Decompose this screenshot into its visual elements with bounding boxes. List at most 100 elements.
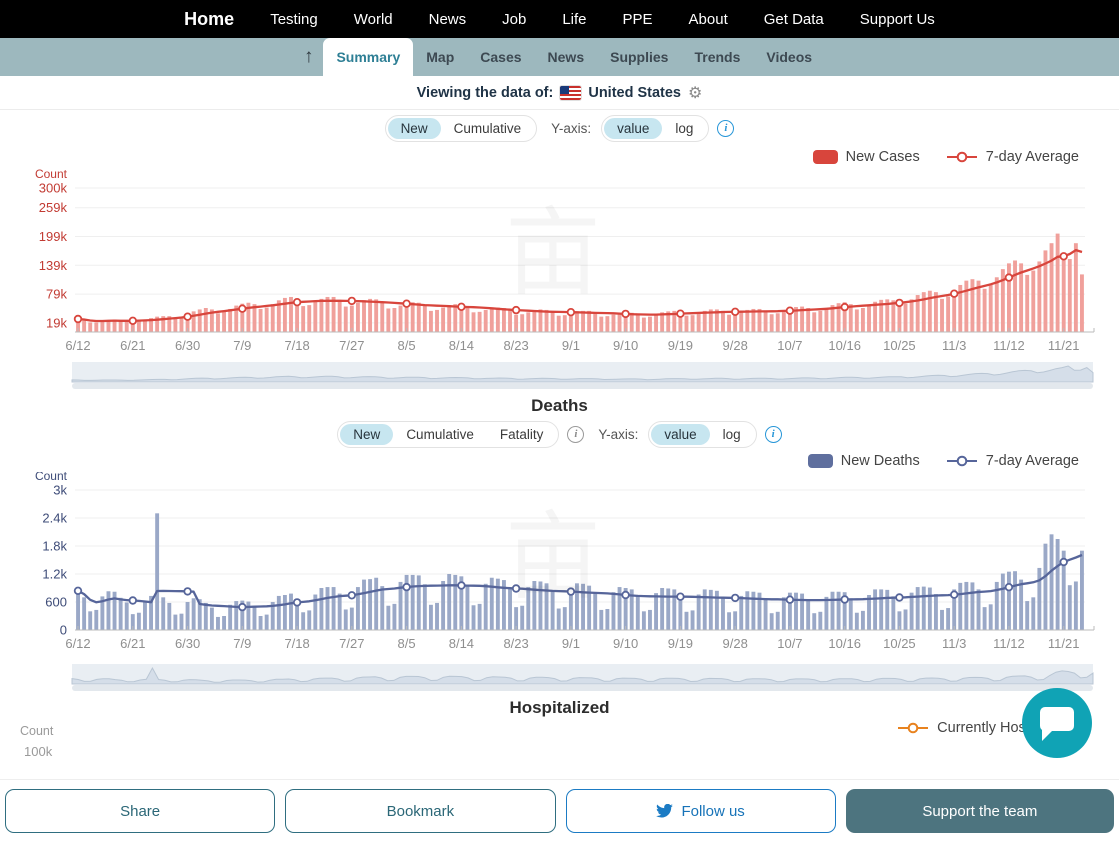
tab-map[interactable]: Map [426, 49, 455, 65]
svg-text:9/19: 9/19 [668, 338, 693, 353]
scroll-top-arrow-icon[interactable]: ↑ [303, 46, 314, 67]
share-button[interactable]: Share [5, 789, 276, 833]
svg-text:259k: 259k [39, 200, 68, 215]
cases-mode-new[interactable]: New [387, 117, 441, 139]
svg-text:9/1: 9/1 [562, 636, 580, 651]
top-navbar: Home Testing World News Job Life PPE Abo… [0, 0, 1119, 38]
svg-text:9/10: 9/10 [613, 636, 638, 651]
svg-text:2.4k: 2.4k [42, 511, 67, 526]
us-flag-icon [560, 85, 582, 100]
svg-text:10/25: 10/25 [883, 338, 916, 353]
svg-text:139k: 139k [39, 258, 68, 273]
tab-videos[interactable]: Videos [766, 49, 813, 65]
chat-widget-button[interactable] [1022, 688, 1092, 758]
twitter-icon [656, 804, 674, 818]
deaths-mode-fatality[interactable]: Fatality [499, 426, 544, 442]
nav-item-about[interactable]: About [688, 10, 728, 28]
tab-supplies[interactable]: Supplies [610, 49, 669, 65]
nav-item-ppe[interactable]: PPE [622, 10, 653, 28]
deaths-title: Deaths [531, 396, 588, 415]
svg-text:11/12: 11/12 [993, 338, 1025, 353]
deaths-yaxis-log[interactable]: log [722, 426, 741, 442]
svg-text:8/23: 8/23 [503, 338, 528, 353]
svg-text:7/18: 7/18 [284, 338, 309, 353]
bookmark-button[interactable]: Bookmark [285, 789, 556, 833]
svg-text:Count: Count [35, 168, 68, 181]
nav-item-news[interactable]: News [428, 10, 467, 28]
svg-text:79k: 79k [46, 287, 67, 302]
deaths-mode-info-icon[interactable]: i [567, 425, 585, 443]
svg-text:11/21: 11/21 [1048, 338, 1080, 353]
svg-text:8/23: 8/23 [503, 636, 528, 651]
nav-item-testing[interactable]: Testing [270, 10, 318, 28]
cases-yaxis-value[interactable]: value [604, 117, 663, 139]
deaths-mode-cumulative[interactable]: Cumulative [406, 426, 474, 442]
svg-text:10/16: 10/16 [828, 636, 861, 651]
svg-text:10/7: 10/7 [777, 636, 802, 651]
svg-text:6/30: 6/30 [175, 338, 200, 353]
deaths-yaxis-value[interactable]: value [651, 423, 710, 445]
svg-text:8/5: 8/5 [398, 636, 416, 651]
follow-us-button[interactable]: Follow us [565, 789, 836, 833]
nav-item-home[interactable]: Home [184, 8, 235, 29]
nav-item-world[interactable]: World [353, 10, 393, 28]
legend-deaths-avg[interactable]: 7-day Average [946, 453, 1079, 469]
deaths-mode-new[interactable]: New [340, 423, 394, 445]
cases-yaxis-toggle: value log [601, 114, 710, 142]
svg-text:0: 0 [60, 623, 67, 638]
svg-text:7/9: 7/9 [233, 338, 251, 353]
svg-text:10/7: 10/7 [777, 338, 802, 353]
svg-text:6/12: 6/12 [65, 636, 90, 651]
cases-controls-row: New Cumulative Y-axis: value log i [0, 110, 1119, 146]
tab-news[interactable]: News [547, 49, 585, 65]
cases-mode-cumulative[interactable]: Cumulative [453, 120, 522, 136]
svg-text:6/21: 6/21 [120, 636, 145, 651]
deaths-legend: New Deaths 7-day Average [0, 450, 1119, 472]
cases-yaxis-log[interactable]: log [675, 120, 694, 136]
svg-text:11/12: 11/12 [993, 636, 1025, 651]
deaths-info-icon[interactable]: i [764, 425, 782, 443]
nav-item-get-data[interactable]: Get Data [763, 10, 824, 28]
legend-cases-avg-label: 7-day Average [985, 149, 1079, 165]
tab-summary[interactable]: Summary [323, 38, 414, 76]
line-marker-icon [898, 722, 929, 734]
svg-text:9/28: 9/28 [723, 338, 748, 353]
legend-new-deaths[interactable]: New Deaths [807, 453, 920, 469]
legend-cases-avg[interactable]: 7-day Average [946, 149, 1079, 165]
svg-text:7/27: 7/27 [339, 636, 364, 651]
legend-deaths-avg-label: 7-day Average [985, 453, 1079, 469]
hospitalized-count-label: Count [20, 724, 54, 738]
legend-new-deaths-label: New Deaths [840, 453, 920, 469]
cases-info-icon[interactable]: i [717, 119, 735, 137]
support-team-button[interactable]: Support the team [845, 789, 1114, 833]
nav-item-job[interactable]: Job [502, 10, 527, 28]
hospitalized-title: Hospitalized [509, 698, 610, 717]
svg-text:10/16: 10/16 [828, 338, 861, 353]
svg-text:199k: 199k [39, 229, 68, 244]
svg-text:8/14: 8/14 [449, 338, 474, 353]
svg-text:7/18: 7/18 [284, 636, 309, 651]
deaths-chart-section: New Deaths 7-day Average 亩 0 600 1.2k 1.8k 2… [0, 450, 1119, 692]
tab-trends[interactable]: Trends [694, 49, 741, 65]
svg-text:10/25: 10/25 [883, 636, 916, 651]
svg-text:600: 600 [45, 595, 67, 610]
cases-chart-section: New Cases 7-day Average 亩 19k 79k 139k 199k… [0, 146, 1119, 390]
deaths-brush-slider[interactable] [0, 664, 1119, 692]
legend-new-cases[interactable]: New Cases [812, 149, 920, 165]
svg-text:9/28: 9/28 [723, 636, 748, 651]
svg-text:11/21: 11/21 [1048, 636, 1080, 651]
svg-text:Count: Count [35, 472, 68, 483]
follow-us-label: Follow us [681, 802, 745, 820]
cases-brush-slider[interactable] [0, 362, 1119, 390]
nav-item-support-us[interactable]: Support Us [859, 10, 935, 28]
nav-item-life[interactable]: Life [562, 10, 587, 28]
svg-text:300k: 300k [39, 181, 68, 196]
svg-text:3k: 3k [53, 483, 67, 498]
svg-text:6/21: 6/21 [120, 338, 145, 353]
svg-text:7/27: 7/27 [339, 338, 364, 353]
tab-cases[interactable]: Cases [480, 49, 522, 65]
gear-icon[interactable]: ⚙ [688, 84, 703, 102]
svg-text:8/5: 8/5 [398, 338, 416, 353]
